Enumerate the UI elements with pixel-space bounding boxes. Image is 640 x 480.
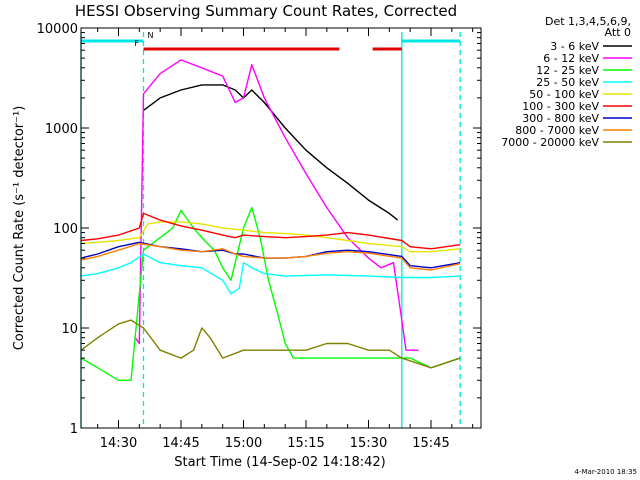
series-line-1 (134, 59, 419, 351)
x-tick-label-0: 14:30 (100, 436, 137, 451)
legend-header-0: Det 1,3,4,5,6,9, (545, 15, 631, 28)
series-line-8 (80, 319, 461, 369)
legend-label-5: 100 - 300 keV (522, 100, 599, 113)
x-tick-label-5: 15:45 (412, 436, 449, 451)
x-tick-label-1: 14:45 (162, 436, 199, 451)
series-line-3 (80, 253, 461, 295)
series-line-2 (80, 206, 461, 381)
plot-lines: NF (80, 31, 461, 428)
legend-header-1: Att 0 (605, 26, 631, 39)
y-tick-label-0: 1 (70, 422, 78, 437)
y-axis-label: Corrected Count Rate (s⁻¹ detector⁻¹) (12, 106, 27, 351)
y-tick-label-1: 10 (61, 322, 78, 337)
legend-label-8: 7000 - 20000 keV (501, 136, 599, 149)
legend-label-6: 300 - 800 keV (522, 112, 599, 125)
legend-label-2: 12 - 25 keV (536, 64, 599, 77)
legend-label-1: 6 - 12 keV (543, 52, 599, 65)
axes: 1 10 100 1000 10000 14:30 14:45 15:00 15:15 15:30… (37, 22, 481, 451)
legend-label-0: 3 - 6 keV (550, 40, 599, 53)
flag-label-F: F (134, 39, 139, 48)
y-tick-label-3: 1000 (45, 122, 78, 137)
series-line-5 (80, 212, 461, 250)
chart-title: HESSI Observing Summary Count Rates, Cor… (75, 2, 457, 20)
x-tick-label-2: 15:00 (225, 436, 262, 451)
series-line-7 (80, 242, 461, 271)
x-tick-label-3: 15:15 (287, 436, 324, 451)
legend-label-4: 50 - 100 keV (529, 88, 599, 101)
x-axis-label: Start Time (14-Sep-02 14:18:42) (174, 455, 385, 470)
legend-label-7: 800 - 7000 keV (515, 124, 599, 137)
y-tick-label-4: 10000 (37, 22, 78, 37)
x-tick-label-4: 15:30 (350, 436, 387, 451)
series-line-4 (80, 221, 461, 253)
timestamp: 4-Mar-2010 18:35 (575, 468, 637, 476)
flag-label-N: N (148, 31, 154, 40)
y-tick-label-2: 100 (53, 222, 78, 237)
series-line-6 (80, 241, 461, 269)
series-line-0 (143, 84, 399, 221)
legend-label-3: 25 - 50 keV (536, 76, 599, 89)
